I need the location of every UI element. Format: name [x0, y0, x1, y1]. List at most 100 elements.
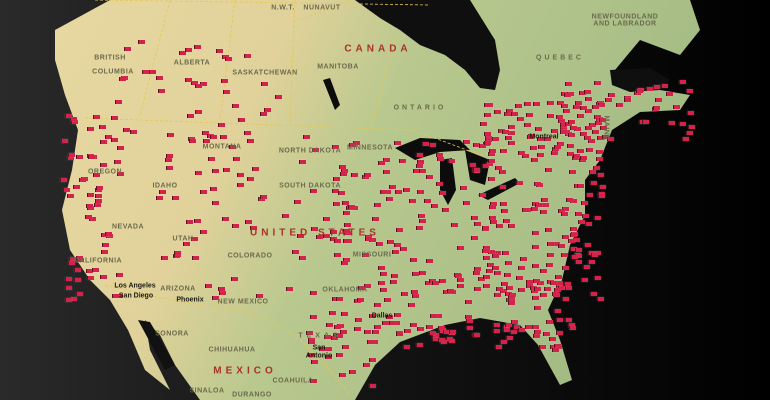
red-flag-icon: [598, 103, 605, 107]
red-flag-icon: [581, 201, 588, 205]
red-flag-icon: [187, 114, 194, 118]
red-flag-icon: [330, 237, 337, 241]
red-flag-icon: [195, 171, 202, 175]
red-flag-icon: [100, 140, 107, 144]
red-flag-icon: [60, 178, 67, 182]
red-flag-icon: [510, 330, 517, 334]
red-flag-icon: [87, 206, 94, 210]
red-flag-icon: [599, 185, 606, 189]
red-flag-icon: [392, 250, 399, 254]
label-ontario: ONTARIO: [393, 104, 447, 112]
red-flag-icon: [334, 253, 341, 257]
red-flag-icon: [492, 266, 499, 270]
red-flag-icon: [546, 320, 553, 324]
city-san-antonio-1: San: [312, 344, 326, 352]
red-flag-icon: [489, 216, 496, 220]
red-flag-icon: [608, 93, 615, 97]
red-flag-icon: [490, 202, 497, 206]
red-flag-icon: [586, 193, 593, 197]
red-flag-icon: [96, 186, 103, 190]
red-flag-icon: [413, 169, 420, 173]
red-flag-icon: [636, 89, 643, 93]
red-flag-icon: [112, 294, 119, 298]
label-saskatchewan: SASKATCHEWAN: [232, 69, 298, 77]
red-flag-icon: [561, 104, 568, 108]
red-flag-icon: [102, 243, 109, 247]
red-flag-icon: [65, 114, 72, 118]
red-flag-icon: [524, 102, 531, 106]
red-flag-icon: [339, 373, 346, 377]
red-flag-icon: [686, 89, 693, 93]
red-flag-icon: [65, 286, 72, 290]
gulf-of-california: [138, 320, 175, 370]
red-flag-icon: [95, 199, 102, 203]
red-flag-icon: [499, 170, 506, 174]
red-flag-icon: [384, 298, 391, 302]
red-flag-icon: [579, 91, 586, 95]
red-flag-icon: [594, 81, 601, 85]
red-flag-icon: [101, 250, 108, 254]
red-flag-icon: [489, 205, 496, 209]
red-flag-icon: [378, 281, 385, 285]
red-flag-icon: [117, 172, 124, 176]
red-flag-icon: [533, 102, 540, 106]
red-flag-icon: [558, 119, 565, 123]
red-flag-icon: [575, 248, 582, 252]
red-flag-icon: [312, 148, 319, 152]
red-flag-icon: [124, 47, 131, 51]
red-flag-icon: [568, 120, 575, 124]
red-flag-icon: [597, 136, 604, 140]
red-flag-icon: [237, 183, 244, 187]
red-flag-icon: [494, 271, 501, 275]
label-maine: MAINE: [602, 115, 610, 141]
red-flag-icon: [490, 220, 497, 224]
red-flag-icon: [551, 151, 558, 155]
red-flag-icon: [578, 220, 585, 224]
city-san-antonio-2: Antonio: [305, 352, 333, 360]
red-flag-icon: [297, 234, 304, 238]
red-flag-icon: [634, 91, 641, 95]
red-flag-icon: [505, 323, 512, 327]
red-flag-icon: [492, 137, 499, 141]
red-flag-icon: [326, 323, 333, 327]
label-texas: TEXAS: [298, 332, 342, 340]
red-flag-icon: [73, 185, 80, 189]
red-flag-icon: [383, 158, 390, 162]
red-flag-icon: [256, 294, 263, 298]
red-flag-icon: [594, 115, 601, 119]
red-flag-icon: [382, 321, 389, 325]
red-flag-icon: [440, 340, 447, 344]
red-flag-icon: [552, 348, 559, 352]
red-flag-icon: [343, 229, 350, 233]
red-flag-icon: [383, 170, 390, 174]
red-flag-icon: [378, 161, 385, 165]
red-flag-icon: [560, 130, 567, 134]
red-flag-icon: [540, 293, 547, 297]
red-flag-icon: [260, 112, 267, 116]
red-flag-icon: [597, 173, 604, 177]
red-flag-icon: [306, 331, 313, 335]
red-flag-icon: [95, 188, 102, 192]
red-flag-icon: [354, 327, 361, 331]
red-flag-icon: [493, 323, 500, 327]
red-flag-icon: [524, 123, 531, 127]
red-flag-icon: [332, 189, 339, 193]
red-flag-icon: [86, 269, 93, 273]
red-flag-icon: [87, 276, 94, 280]
red-flag-icon: [516, 181, 523, 185]
red-flag-icon: [358, 286, 365, 290]
red-flag-icon: [229, 145, 236, 149]
red-flag-icon: [484, 141, 491, 145]
red-flag-icon: [530, 286, 537, 290]
red-flag-icon: [231, 277, 238, 281]
label-coahuila: COAHUILA: [272, 377, 314, 385]
red-flag-icon: [192, 256, 199, 260]
red-flag-icon: [426, 325, 433, 329]
red-flag-icon: [380, 190, 387, 194]
red-flag-icon: [504, 112, 511, 116]
red-flag-icon: [65, 277, 72, 281]
red-flag-icon: [222, 217, 229, 221]
red-flag-icon: [588, 139, 595, 143]
red-flag-icon: [597, 297, 604, 301]
